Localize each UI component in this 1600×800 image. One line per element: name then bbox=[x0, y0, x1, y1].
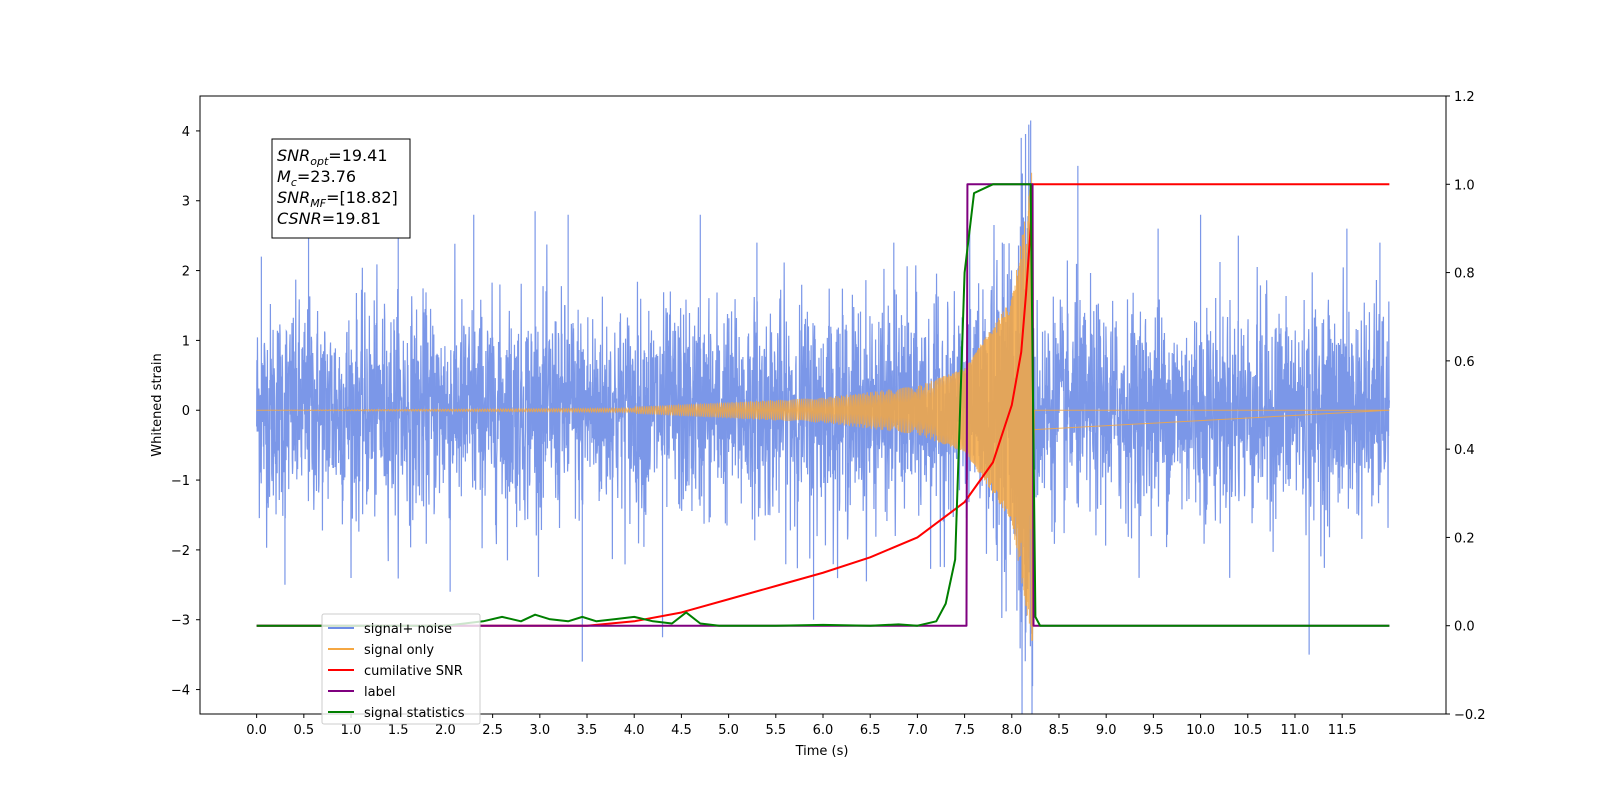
y2-tick-label: 1.0 bbox=[1454, 178, 1475, 193]
y-tick-label: 0 bbox=[182, 404, 190, 419]
legend-entry: signal statistics bbox=[364, 706, 465, 721]
y-axis-left: 4 3 2 1 0 −1 −2 −3 −4 bbox=[171, 125, 200, 699]
annotation-symbol: CSNR bbox=[277, 209, 322, 228]
x-tick-label: 4.5 bbox=[671, 723, 692, 738]
y2-tick-label: −0.2 bbox=[1454, 708, 1486, 723]
x-tick-label: 0.0 bbox=[246, 723, 267, 738]
x-tick-label: 9.0 bbox=[1096, 723, 1117, 738]
y2-tick-label: 0.6 bbox=[1454, 355, 1475, 370]
annotation-value: =[18.82] bbox=[326, 188, 398, 207]
annotation-symbol: SNR bbox=[277, 146, 310, 165]
x-tick-label: 3.5 bbox=[577, 723, 598, 738]
x-tick-label: 1.0 bbox=[341, 723, 362, 738]
annotation-value: =23.76 bbox=[297, 167, 356, 186]
x-tick-label: 8.5 bbox=[1049, 723, 1070, 738]
y-tick-label: −3 bbox=[171, 614, 190, 629]
x-tick-label: 7.5 bbox=[954, 723, 975, 738]
y2-tick-label: 0.2 bbox=[1454, 531, 1475, 546]
y2-tick-label: 0.8 bbox=[1454, 267, 1475, 282]
x-tick-label: 0.5 bbox=[293, 723, 314, 738]
y-axis-right: 1.2 1.0 0.8 0.6 0.4 0.2 0.0 −0.2 bbox=[1446, 90, 1486, 723]
stats-annotation: SNRopt=19.41Mc=23.76SNRMF=[18.82]CSNR=19… bbox=[271, 138, 411, 239]
x-tick-label: 8.0 bbox=[1001, 723, 1022, 738]
annotation-line: SNRopt=19.41 bbox=[277, 146, 388, 168]
y-tick-label: 3 bbox=[182, 195, 190, 210]
annotation-subscript: opt bbox=[310, 155, 329, 168]
annotation-value: =19.41 bbox=[328, 146, 387, 165]
y-tick-label: 1 bbox=[182, 334, 190, 349]
y-axis-label: Whitened strain bbox=[150, 353, 165, 456]
annotation-value: =19.81 bbox=[322, 209, 381, 228]
y-tick-label: −1 bbox=[171, 474, 190, 489]
x-tick-label: 3.0 bbox=[529, 723, 550, 738]
x-tick-label: 6.5 bbox=[860, 723, 881, 738]
x-tick-label: 5.5 bbox=[765, 723, 786, 738]
y-tick-label: −4 bbox=[171, 684, 190, 699]
series-layer bbox=[256, 120, 1390, 714]
x-tick-label: 10.0 bbox=[1186, 723, 1215, 738]
x-axis: 0.0 0.5 1.0 1.5 2.0 2.5 3.0 3.5 4.0 4.5 5.0 5.5 6.0 6… bbox=[246, 714, 1357, 738]
annotation-line: CSNR=19.81 bbox=[277, 209, 381, 228]
x-axis-label: Time (s) bbox=[795, 744, 849, 759]
series-signal-statistics bbox=[256, 183, 1390, 627]
x-tick-label: 4.0 bbox=[624, 723, 645, 738]
x-tick-label: 2.0 bbox=[435, 723, 456, 738]
y2-tick-label: 0.4 bbox=[1454, 443, 1475, 458]
y2-tick-label: 1.2 bbox=[1454, 90, 1475, 105]
legend: signal+ noise signal only cumilative SNR la… bbox=[321, 613, 481, 725]
annotation-line: Mc=23.76 bbox=[277, 167, 356, 189]
annotation-symbol: M bbox=[277, 167, 291, 186]
x-tick-label: 5.0 bbox=[718, 723, 739, 738]
y-tick-label: 2 bbox=[182, 265, 190, 280]
x-tick-label: 6.0 bbox=[813, 723, 834, 738]
x-tick-label: 2.5 bbox=[482, 723, 503, 738]
annotation-subscript: c bbox=[291, 176, 297, 189]
y-tick-label: 4 bbox=[182, 125, 190, 140]
x-tick-label: 10.5 bbox=[1233, 723, 1262, 738]
x-tick-label: 9.5 bbox=[1143, 723, 1164, 738]
legend-entry: label bbox=[364, 685, 395, 700]
legend-entry: signal only bbox=[364, 643, 434, 658]
legend-frame bbox=[321, 613, 481, 725]
x-tick-label: 1.5 bbox=[388, 723, 409, 738]
annotation-symbol: SNR bbox=[277, 188, 310, 207]
annotation-subscript: MF bbox=[310, 197, 326, 210]
legend-entry: cumilative SNR bbox=[364, 664, 463, 679]
annotation-line: SNRMF=[18.82] bbox=[277, 188, 398, 210]
x-tick-label: 11.0 bbox=[1280, 723, 1309, 738]
annotation-frame bbox=[271, 138, 411, 239]
y-tick-label: −2 bbox=[171, 544, 190, 559]
x-tick-label: 7.0 bbox=[907, 723, 928, 738]
y2-tick-label: 0.0 bbox=[1454, 620, 1475, 635]
legend-entry: signal+ noise bbox=[364, 622, 452, 637]
x-tick-label: 11.5 bbox=[1328, 723, 1357, 738]
